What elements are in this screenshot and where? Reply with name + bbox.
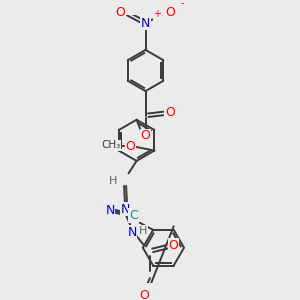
Text: CH₃: CH₃: [101, 140, 120, 150]
Text: O: O: [116, 6, 125, 19]
Text: -: -: [181, 0, 184, 8]
Text: O: O: [166, 6, 176, 19]
Text: O: O: [165, 106, 175, 119]
Text: H: H: [139, 226, 147, 236]
Text: O: O: [140, 289, 150, 300]
Text: +: +: [153, 9, 161, 19]
Text: O: O: [125, 140, 135, 153]
Text: N: N: [120, 203, 130, 216]
Text: N: N: [106, 204, 115, 217]
Text: N: N: [128, 226, 137, 239]
Text: C: C: [129, 209, 138, 222]
Text: O: O: [141, 129, 151, 142]
Text: N: N: [141, 16, 150, 30]
Text: H: H: [109, 176, 118, 186]
Text: O: O: [168, 238, 178, 251]
